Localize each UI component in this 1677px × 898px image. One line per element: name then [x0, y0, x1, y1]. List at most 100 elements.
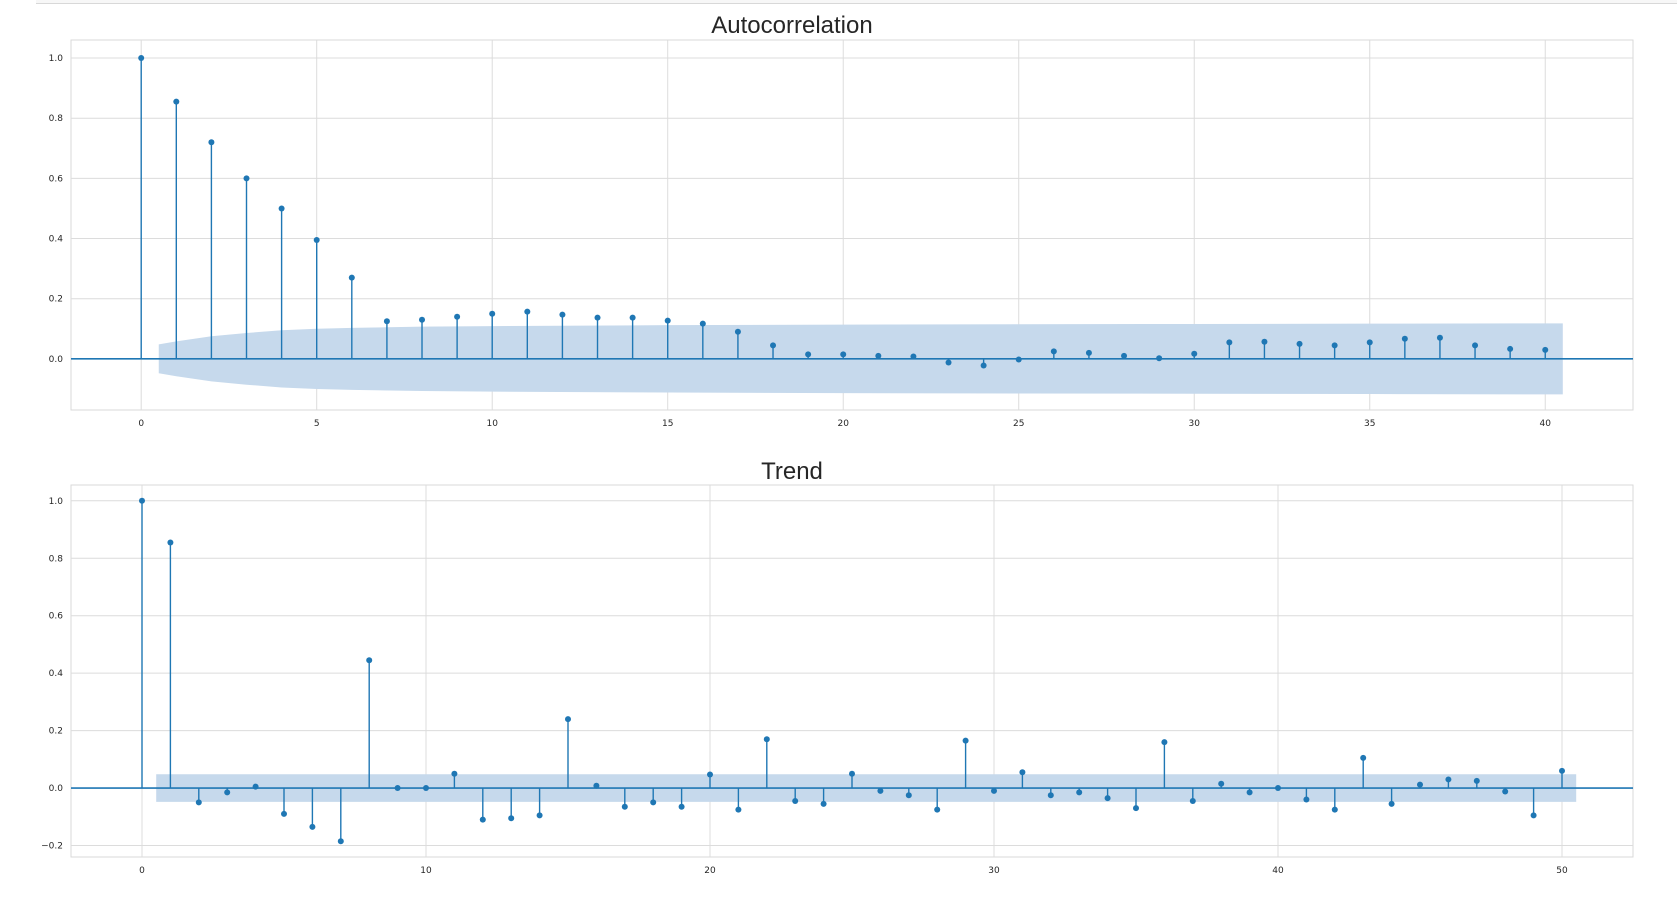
- y-tick-label: 0.8: [49, 554, 64, 564]
- stem-marker: [1360, 754, 1367, 761]
- stem-marker: [820, 800, 827, 807]
- stem-marker: [348, 274, 355, 281]
- stem-marker: [875, 352, 882, 359]
- stem-marker: [195, 799, 202, 806]
- x-tick-label: 0: [138, 419, 144, 429]
- stem-marker: [1366, 339, 1373, 346]
- stem-marker: [1019, 769, 1026, 776]
- chart-panel-2: 0 10 20 30 40 50 −0.2 0.0 0.2 0.4 0.6 0.8 1.0 Trend: [41, 458, 1634, 876]
- stem-marker: [594, 314, 601, 321]
- stem-marker: [849, 770, 855, 777]
- stem-marker: [770, 342, 777, 349]
- x-tick-label: 50: [1556, 866, 1568, 876]
- stem-marker: [910, 353, 917, 360]
- stem-marker: [1401, 335, 1408, 342]
- y-tick-label: 0.4: [49, 669, 64, 679]
- stem-marker: [243, 175, 250, 182]
- y-tick-label: 0.4: [49, 235, 64, 245]
- y-tick-label: 0.6: [49, 612, 64, 622]
- chart-title: Autocorrelation: [711, 12, 872, 39]
- stem-marker: [1191, 350, 1198, 357]
- y-tick-label: 0.0: [49, 784, 64, 794]
- y-tick-label: 0.8: [49, 114, 64, 124]
- stem-marker: [138, 55, 145, 62]
- y-tick-label: 0.0: [49, 355, 64, 365]
- x-tick-label: 25: [1013, 419, 1024, 429]
- stem-marker: [792, 797, 799, 804]
- stem-marker: [419, 316, 426, 323]
- stem-marker: [805, 351, 812, 358]
- stem-marker: [1388, 800, 1395, 807]
- stem-marker: [629, 314, 636, 321]
- stem-marker: [734, 328, 741, 335]
- stem-marker: [1085, 349, 1092, 356]
- stem-marker: [1275, 785, 1281, 792]
- chart-panel-1: 0 5 10 15 20 25 30 35 40 0.0 0.2 0.4 0.6 0.8 1.0 Autoco…: [49, 12, 1634, 429]
- stem-marker: [1296, 340, 1303, 347]
- stem-marker: [366, 657, 373, 664]
- stem-marker: [1473, 777, 1480, 784]
- stem-marker: [394, 785, 401, 792]
- stem-marker: [1542, 346, 1549, 353]
- stem-marker: [1559, 767, 1565, 774]
- stem-marker: [621, 803, 628, 810]
- stem-marker: [840, 351, 847, 358]
- stem-marker: [309, 823, 316, 830]
- stem-marker: [337, 838, 344, 845]
- x-tick-label: 5: [314, 419, 320, 429]
- stem-marker: [1261, 338, 1268, 345]
- stem-marker: [980, 362, 987, 369]
- x-tick-label: 15: [662, 419, 673, 429]
- stem-marker: [1331, 806, 1338, 813]
- x-tick-label: 10: [420, 866, 432, 876]
- stem-marker: [1472, 342, 1479, 349]
- stem-marker: [524, 308, 531, 315]
- stem-marker: [962, 737, 969, 744]
- stem-marker: [1530, 812, 1537, 819]
- stem-marker: [1218, 780, 1225, 787]
- stem-marker: [173, 98, 180, 105]
- stem-marker: [1121, 352, 1128, 359]
- stem-marker: [1226, 339, 1233, 346]
- stem-marker: [281, 810, 287, 817]
- stem-marker: [1161, 739, 1168, 746]
- stem-marker: [877, 787, 884, 794]
- stem-marker: [1417, 781, 1423, 788]
- y-tick-label: 0.2: [49, 727, 63, 737]
- stem-marker: [1104, 795, 1111, 802]
- stem-marker: [1050, 348, 1057, 355]
- stem-marker: [934, 806, 941, 813]
- stem-marker: [650, 799, 657, 806]
- stem-marker: [1133, 805, 1139, 812]
- stem-marker: [139, 497, 145, 504]
- x-tick-label: 0: [139, 866, 145, 876]
- x-tick-label: 40: [1272, 866, 1284, 876]
- stem-marker: [1076, 789, 1083, 796]
- x-tick-label: 20: [704, 866, 716, 876]
- top-toolbar-strip: [36, 0, 1677, 4]
- stem-marker: [278, 205, 285, 212]
- stem-marker: [593, 782, 600, 789]
- stem-marker: [1507, 345, 1514, 352]
- stem-marker: [664, 317, 671, 324]
- y-tick-label: −0.2: [41, 842, 63, 852]
- stem-marker: [678, 803, 685, 810]
- stem-marker: [1047, 792, 1054, 799]
- stem-marker: [454, 313, 461, 320]
- stem-marker: [707, 771, 713, 778]
- stem-marker: [508, 815, 515, 822]
- stem-marker: [1331, 342, 1338, 349]
- stem-marker: [451, 770, 458, 777]
- stem-marker: [489, 310, 496, 317]
- y-tick-label: 0.2: [49, 295, 63, 305]
- stem-marker: [313, 237, 320, 244]
- stem-marker: [208, 139, 215, 146]
- y-tick-label: 1.0: [49, 54, 64, 64]
- x-tick-label: 35: [1364, 419, 1375, 429]
- x-tick-label: 20: [837, 419, 849, 429]
- stem-marker: [763, 736, 770, 743]
- y-tick-label: 1.0: [49, 497, 64, 507]
- stem-marker: [536, 812, 543, 819]
- stem-marker: [735, 806, 742, 813]
